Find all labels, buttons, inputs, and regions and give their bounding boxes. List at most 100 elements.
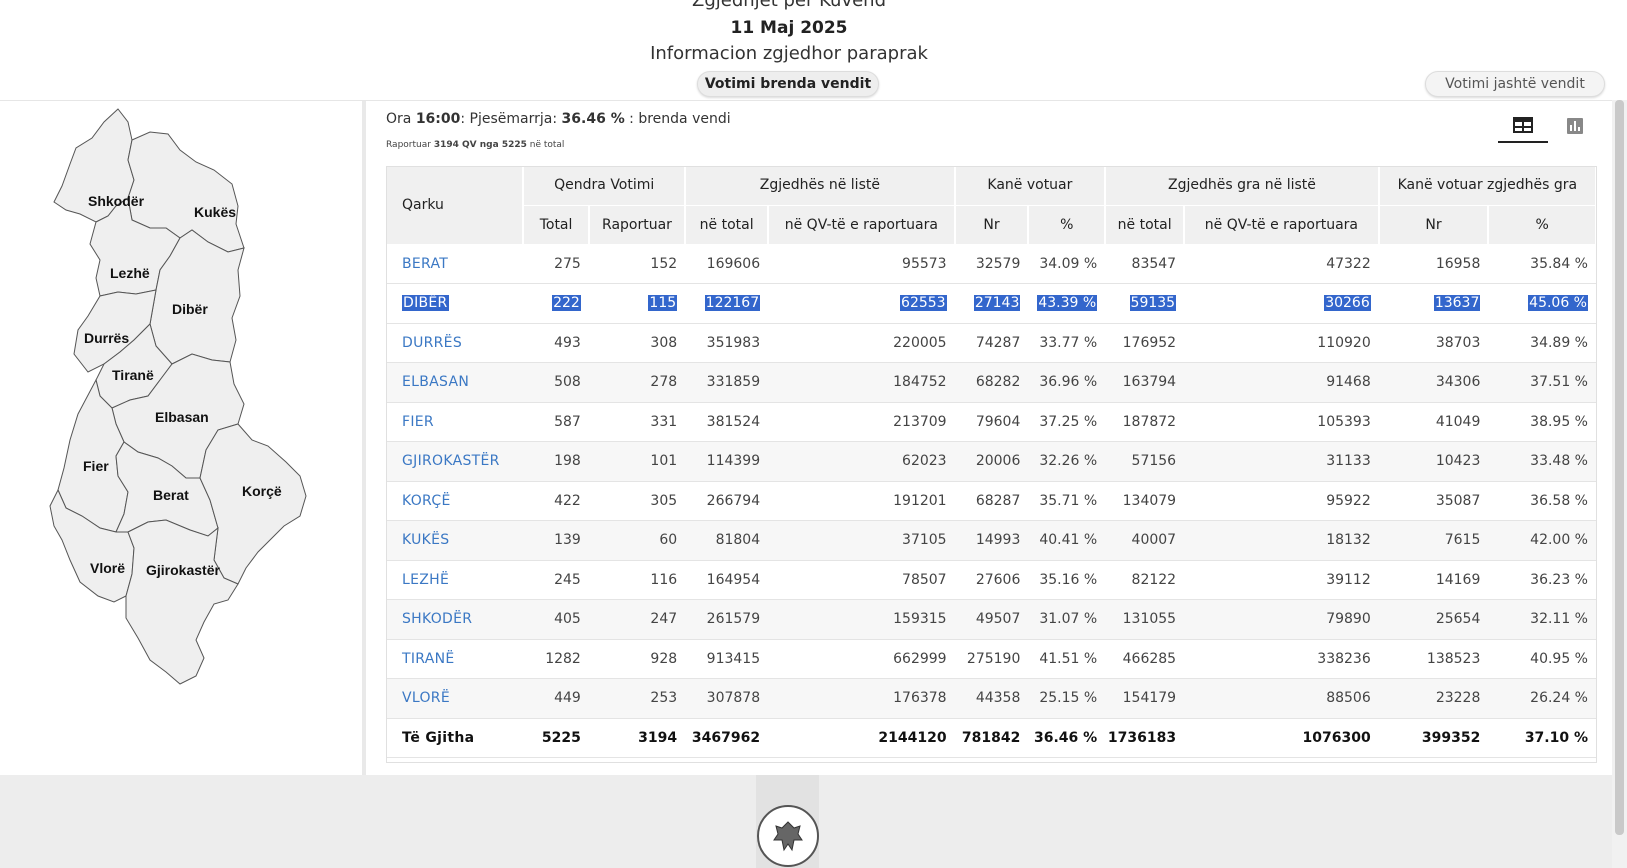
col-group-zgjedhes: Zgjedhës në listë xyxy=(685,166,956,206)
table-cell: 105393 xyxy=(1184,402,1379,442)
region-name-cell[interactable]: TIRANË xyxy=(386,639,524,679)
col-group-kane-votuar: Kanë votuar xyxy=(954,166,1107,206)
cell-value: 10423 xyxy=(1435,453,1481,470)
cell-value: 422 xyxy=(554,492,581,509)
table-row[interactable]: FIER 587 331 381524 213709 79604 37.25 % 187872… xyxy=(386,402,1596,442)
table-cell: 36.96 % xyxy=(1028,362,1106,403)
table-row[interactable]: SHKODËR 405 247 261579 159315 49507 31.07 % 131… xyxy=(386,599,1596,640)
cell-value: 176378 xyxy=(893,690,947,707)
region-name: DIBËR xyxy=(402,295,449,312)
cell-value: 1282 xyxy=(545,650,581,667)
cell-value: 35.84 % xyxy=(1530,255,1588,272)
cell-value: 35.16 % xyxy=(1039,571,1098,588)
region-name-cell[interactable]: ELBASAN xyxy=(386,362,524,403)
chart-view-tab[interactable] xyxy=(1550,109,1600,143)
region-name-cell[interactable]: KORÇË xyxy=(386,481,524,521)
scrollbar-thumb[interactable] xyxy=(1615,100,1624,835)
election-date: 11 Maj 2025 xyxy=(730,18,848,38)
table-cell: 14169 xyxy=(1378,560,1489,600)
cell-value: 14993 xyxy=(975,532,1021,549)
table-row[interactable]: ELBASAN 508 278 331859 184752 68282 36.96 % 163… xyxy=(386,362,1596,403)
cell-value: 27143 xyxy=(973,295,1021,312)
col-sub-header[interactable]: në total xyxy=(1105,205,1186,245)
region-name-cell[interactable]: VLORË xyxy=(386,678,524,719)
table-row[interactable]: GJIROKASTËR 198 101 114399 62023 20006 32.26 %… xyxy=(386,441,1596,482)
table-cell: 308 xyxy=(588,323,686,363)
cell-value: 36.23 % xyxy=(1530,571,1588,588)
table-cell: 399352 xyxy=(1378,718,1489,758)
table-cell: 36.23 % xyxy=(1488,560,1596,600)
cell-value: 466285 xyxy=(1122,650,1177,667)
cell-value: 23228 xyxy=(1435,690,1481,707)
table-row[interactable]: TIRANË 1282 928 913415 662999 275190 41.51 % 46… xyxy=(386,639,1596,679)
region-name-cell[interactable]: DIBËR xyxy=(386,283,524,324)
eagle-emblem-icon xyxy=(773,821,803,852)
table-row[interactable]: DURRËS 493 308 351983 220005 74287 33.77 % 1769… xyxy=(386,323,1596,363)
table-row[interactable]: LEZHË 245 116 164954 78507 27606 35.16 % 82122 3… xyxy=(386,560,1596,600)
table-cell: 781842 xyxy=(954,718,1029,758)
cell-value: 20006 xyxy=(975,453,1021,470)
table-row[interactable]: VLORË 449 253 307878 176378 44358 25.15 % 15417… xyxy=(386,678,1596,719)
cell-value: 381524 xyxy=(706,413,761,430)
col-sub-header[interactable]: Total xyxy=(523,205,590,245)
table-cell: 40.41 % xyxy=(1028,520,1106,561)
table-cell: 449 xyxy=(523,678,589,719)
region-name-cell[interactable]: LEZHË xyxy=(386,560,524,600)
col-sub-header[interactable]: % xyxy=(1488,205,1597,245)
cell-value: 138523 xyxy=(1426,650,1481,667)
region-name: LEZHË xyxy=(402,571,450,588)
region-korce[interactable] xyxy=(199,423,307,585)
region-name-cell: Të Gjitha xyxy=(386,718,524,758)
cell-value: 913415 xyxy=(706,650,761,667)
table-view-tab[interactable] xyxy=(1498,109,1548,143)
region-name-cell[interactable]: DURRËS xyxy=(386,323,524,363)
region-name-cell[interactable]: SHKODËR xyxy=(386,599,524,640)
table-cell: 79604 xyxy=(954,402,1029,442)
region-name-cell[interactable]: GJIROKASTËR xyxy=(386,441,524,482)
table-cell: 88506 xyxy=(1184,678,1379,719)
cell-value: 101 xyxy=(650,453,678,470)
col-qarku[interactable]: Qarku xyxy=(386,166,525,245)
bar-chart-icon xyxy=(1567,118,1583,134)
table-row[interactable]: KORÇË 422 305 266794 191201 68287 35.71 % 13407… xyxy=(386,481,1596,521)
table-cell: 32.26 % xyxy=(1028,441,1106,482)
voting-inside-button[interactable]: Votimi brenda vendit xyxy=(697,71,879,97)
region-gjirokaster[interactable] xyxy=(125,519,239,685)
region-name: Të Gjitha xyxy=(402,729,475,746)
cec-logo[interactable] xyxy=(757,805,819,867)
table-cell: 13637 xyxy=(1378,283,1489,324)
table-cell: 68287 xyxy=(954,481,1029,521)
cell-value: 245 xyxy=(554,571,581,588)
col-sub-header[interactable]: % xyxy=(1028,205,1107,245)
cell-value: 38703 xyxy=(1435,334,1481,351)
voting-outside-button[interactable]: Votimi jashtë vendit xyxy=(1425,71,1605,97)
col-sub-header[interactable]: Nr xyxy=(1378,205,1490,245)
col-sub-header[interactable]: Nr xyxy=(954,205,1030,245)
cell-value: 508 xyxy=(554,374,581,391)
col-sub-header[interactable]: Raportuar xyxy=(588,205,687,245)
region-name-cell[interactable]: BERAT xyxy=(386,244,524,284)
cell-value: 184752 xyxy=(893,374,947,391)
col-sub-header[interactable]: në total xyxy=(685,205,770,245)
col-sub-header[interactable]: në QV-të e raportuara xyxy=(1184,205,1380,245)
table-row[interactable]: KUKËS 139 60 81804 37105 14993 40.41 % 40007 181… xyxy=(386,520,1596,561)
vertical-scrollbar[interactable] xyxy=(1612,100,1627,868)
table-cell: 20006 xyxy=(954,441,1029,482)
cell-value: 154179 xyxy=(1122,690,1177,707)
region-name-cell[interactable]: FIER xyxy=(386,402,524,442)
table-icon xyxy=(1513,117,1533,133)
cell-value: 278 xyxy=(650,374,678,391)
region-name-cell[interactable]: KUKËS xyxy=(386,520,524,561)
cell-value: 1736183 xyxy=(1107,729,1177,746)
cell-value: 32.26 % xyxy=(1039,453,1098,470)
table-cell: 35.71 % xyxy=(1028,481,1106,521)
cell-value: 5225 xyxy=(541,729,581,746)
table-row[interactable]: DIBËR 222 115 122167 62553 27143 43.39 % 59135 3… xyxy=(386,283,1596,324)
table-row[interactable]: BERAT 275 152 169606 95573 32579 34.09 % 83547 4… xyxy=(386,244,1596,284)
col-sub-header[interactable]: në QV-të e raportuara xyxy=(768,205,956,245)
table-cell: 36.58 % xyxy=(1488,481,1596,521)
table-total-row[interactable]: Të Gjitha 5225 3194 3467962 2144120 781842 36.… xyxy=(386,718,1596,758)
cell-value: 115 xyxy=(648,295,678,312)
cell-value: 31.07 % xyxy=(1039,611,1098,628)
cell-value: 3194 xyxy=(638,729,678,746)
